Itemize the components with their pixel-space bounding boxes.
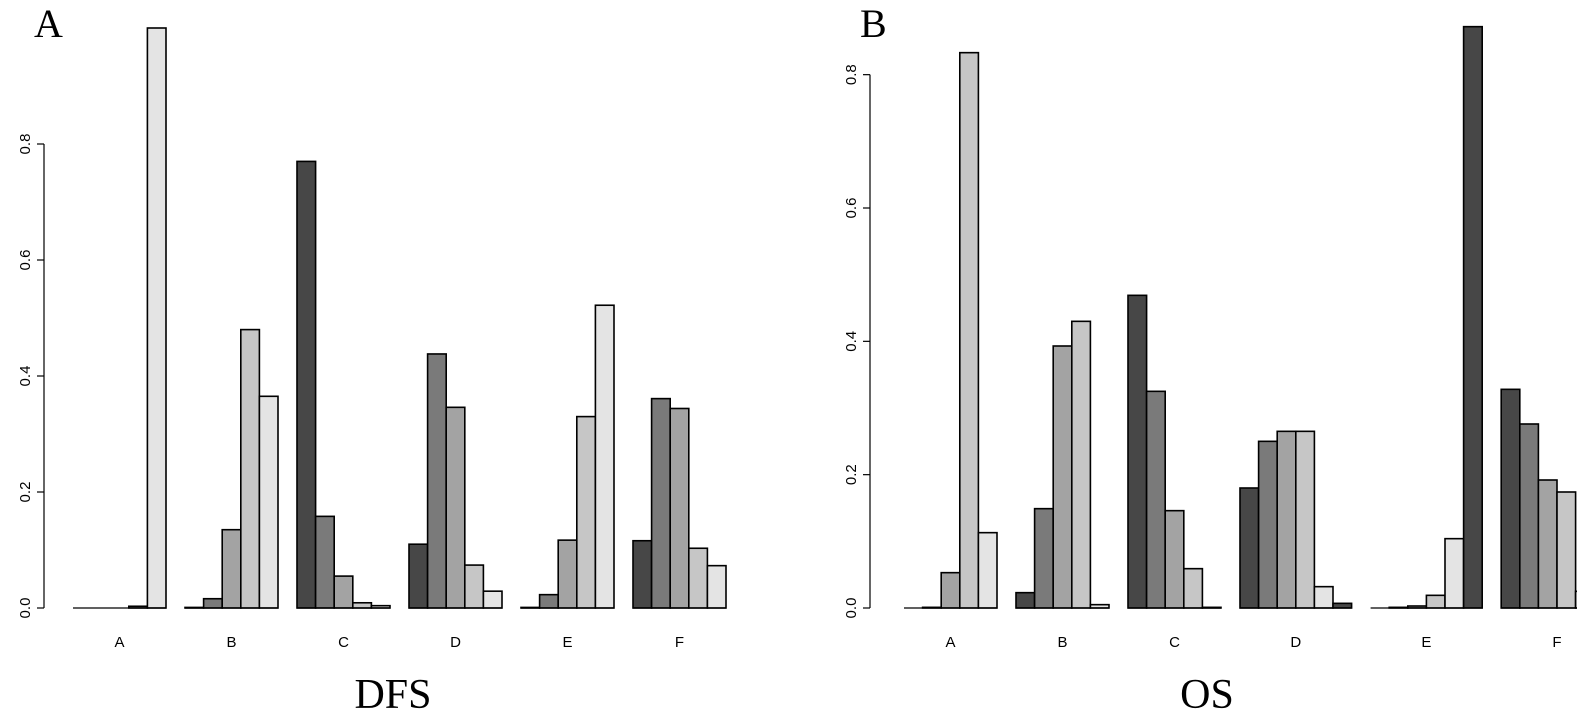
panel-b-y-tick-label: 0.6 [843, 198, 860, 219]
panel-b-bar-d-5 [1313, 585, 1334, 609]
panel-a-letter: A [34, 1, 63, 46]
panel-a-category-label: B [226, 634, 236, 651]
panel-b-xlabel: OS [1180, 672, 1234, 718]
panel-b-bar-e-6 [1462, 25, 1483, 609]
panel-b-bar-f-1 [1500, 388, 1521, 609]
panel-a-y-tick-label: 0.0 [17, 598, 34, 619]
panel-a-bar-f-4 [687, 547, 709, 609]
panel-a-bar-d-3 [445, 406, 466, 609]
panel-a-bar-b-5 [258, 395, 279, 609]
panel-b-bar-d-6 [1332, 602, 1353, 609]
panel-b-category-label: B [1057, 634, 1067, 651]
panel-b-bar-e-5 [1444, 537, 1465, 609]
panel-a-y-tick-label: 0.2 [17, 482, 34, 503]
panel-a-category-label: F [675, 634, 684, 651]
panel-a-bar-d-2 [426, 353, 448, 609]
panel-b-bar-c-4 [1183, 567, 1204, 609]
panel-a-bar-c-3 [333, 575, 354, 609]
panel-a-bar-b-3 [221, 528, 242, 609]
panel-b-bar-d-2 [1257, 440, 1278, 609]
panel-b-bar-b-2 [1033, 507, 1054, 609]
panel-a-y-tick-label: 0.6 [17, 250, 34, 271]
panel-a-bar-e-3 [557, 539, 578, 609]
panel-a-bar-e-2 [538, 593, 559, 609]
panel-a-bar-c-1 [296, 160, 317, 609]
panel-b-y-tick-label: 0.4 [843, 331, 860, 352]
panel-a-bar-f-1 [632, 539, 653, 609]
panel-b-bar-f-4 [1556, 491, 1577, 609]
panel-b-bar-c-2 [1145, 390, 1166, 609]
panel-b-bar-d-1 [1239, 487, 1260, 609]
panel-b-bar-b-3 [1052, 345, 1073, 609]
panel-a: A DFS 0.0 0.2 0.4 0.6 0.8 A B C D E F [17, 1, 727, 718]
panel-a-y-tick-label: 0.4 [17, 366, 34, 387]
panel-a-bar-d-1 [408, 543, 429, 609]
panel-b-bar-d-3 [1276, 430, 1297, 609]
panel-b-bar-c-3 [1164, 509, 1185, 609]
panel-b-bar-c-1 [1127, 294, 1148, 609]
panel-b-bar-f-2 [1519, 423, 1540, 609]
panel-b-bar-a-3 [940, 571, 961, 609]
panel-b-bar-f-3 [1537, 479, 1558, 609]
panel-b-bar-f-5 [1574, 590, 1577, 609]
panel-b-category-label: E [1421, 634, 1431, 651]
panel-a-bar-c-4 [351, 601, 373, 609]
panel-b-category-label: A [945, 634, 955, 651]
panel-a-xlabel: DFS [354, 672, 431, 718]
panel-a-bar-f-5 [706, 564, 727, 609]
panel-a-bar-f-3 [669, 407, 690, 609]
panel-a-category-label: E [562, 634, 572, 651]
panel-a-category-label: D [450, 634, 461, 651]
panel-a-y-tick-label: 0.8 [17, 134, 34, 155]
panel-a-bar-d-4 [463, 564, 485, 609]
panel-b-letter: B [860, 1, 887, 46]
panel-b-category-label: D [1290, 634, 1301, 651]
panel-a-bar-c-2 [314, 515, 336, 609]
panel-a-bar-b-2 [202, 597, 224, 609]
panel-a-category-label: C [338, 634, 349, 651]
panel-b-bar-a-5 [977, 531, 998, 609]
panel-a-category-label: A [114, 634, 124, 651]
panel-b-bar-b-1 [1015, 591, 1036, 609]
panel-b-bar-d-4 [1295, 430, 1316, 609]
panel-a-bar-e-5 [594, 304, 615, 609]
panel-b-bar-a-4 [958, 51, 980, 609]
panel-b: B OS 0.0 0.2 0.4 0.6 0.8 A B C D E F [843, 1, 1577, 718]
panel-b-y-tick-label: 0.8 [843, 64, 860, 85]
panel-a-bar-a-5 [146, 27, 167, 609]
panel-a-bar-e-4 [575, 415, 597, 609]
panel-b-y-tick-label: 0.0 [843, 598, 860, 619]
panel-a-bar-d-5 [482, 590, 503, 609]
panel-b-bar-e-4 [1425, 594, 1446, 609]
panel-b-category-label: F [1552, 634, 1561, 651]
panel-b-bar-b-4 [1071, 320, 1092, 609]
panel-b-y-tick-label: 0.2 [843, 464, 860, 485]
panel-a-bar-f-2 [650, 397, 671, 609]
panel-b-category-label: C [1169, 634, 1180, 651]
panel-a-bar-b-4 [240, 328, 261, 609]
